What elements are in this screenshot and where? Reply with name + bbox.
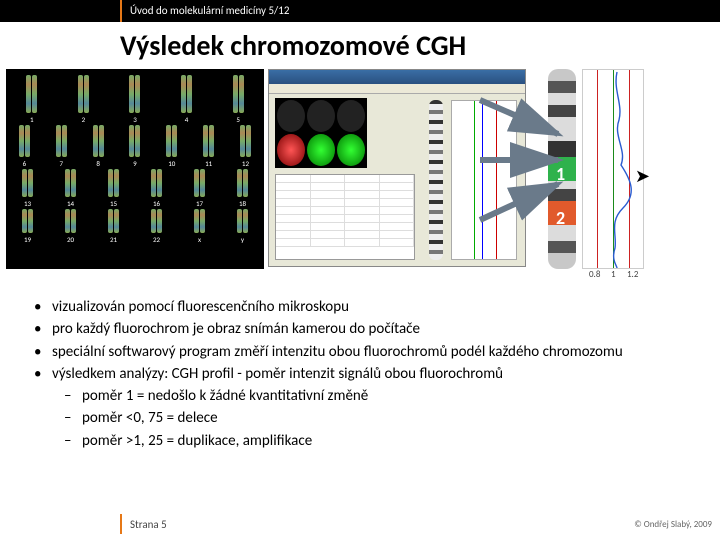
thumb (307, 100, 335, 132)
axis-label: 1.2 (627, 269, 638, 280)
sub-bullet: poměr <0, 75 = delece (60, 408, 700, 428)
bullet: pro každý fluorochrom je obraz snímán ka… (30, 319, 700, 339)
thumb-red (277, 134, 305, 166)
window-titlebar (269, 70, 525, 84)
region-1-label: 1 (556, 163, 565, 185)
axis-label: 1 (611, 269, 616, 280)
axis-label: 0.8 (589, 269, 600, 280)
bullet-list: vizualizován pomocí fluorescenčního mikr… (0, 277, 720, 451)
detail-panel: 1 2 0.8 1 1.2 ➤ (530, 69, 710, 277)
bullet: vizualizován pomocí fluorescenčního mikr… (30, 297, 700, 317)
karyotype-image: 12345678910111213141516171819202122xy (6, 69, 264, 269)
footer-divider (120, 514, 122, 534)
copyright: © Ondřej Slabý, 2009 (634, 519, 712, 530)
data-table (275, 174, 415, 260)
ratio-plot-small (451, 100, 517, 260)
header: Úvod do molekulární medicíny 5/12 (0, 0, 720, 22)
fluorochrome-thumbnails (275, 98, 367, 168)
bullet: výsledkem analýzy: CGH profil - poměr in… (30, 364, 700, 384)
cursor-icon: ➤ (635, 165, 650, 187)
page-title: Výsledek chromozomové CGH (0, 22, 720, 69)
footer: Strana 5 © Ondřej Slabý, 2009 (0, 514, 720, 534)
breadcrumb: Úvod do molekulární medicíny 5/12 (122, 0, 720, 22)
page-number: Strana 5 (130, 518, 167, 531)
sub-bullet: poměr 1 = nedošlo k žádné kvantitativní … (60, 386, 700, 406)
graphics-row: 12345678910111213141516171819202122xy (0, 69, 720, 277)
bullet: speciální softwarový program změří inten… (30, 342, 700, 362)
thumb-green (307, 134, 335, 166)
ideogram-large: 1 2 (548, 69, 576, 269)
header-spacer (0, 0, 120, 22)
thumb (277, 100, 305, 132)
window-menubar (269, 84, 525, 94)
ideogram-small (429, 100, 443, 260)
region-2-label: 2 (556, 207, 565, 229)
software-screenshot (268, 69, 526, 267)
thumb (337, 100, 365, 132)
thumb-green (337, 134, 365, 166)
sub-bullet: poměr >1, 25 = duplikace, amplifikace (60, 431, 700, 451)
